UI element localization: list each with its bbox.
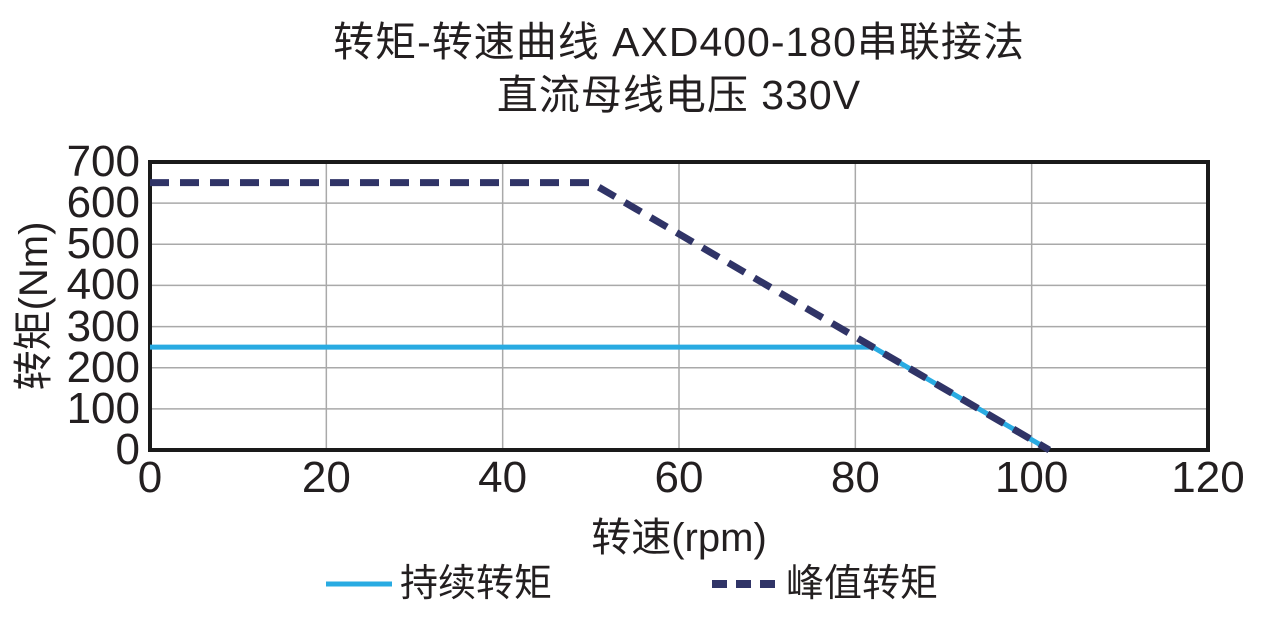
chart-title-block: 转矩-转速曲线 AXD400-180串联接法 直流母线电压 330V — [150, 16, 1208, 122]
series-line-peak-torque — [150, 179, 1052, 454]
y-tick-label-200: 200 — [66, 342, 140, 392]
y-tick-label-300: 300 — [66, 301, 140, 351]
x-tick-label-20: 20 — [301, 453, 351, 502]
y-tick-label-400: 400 — [66, 260, 140, 310]
legend-item-peak-torque: 峰值转矩 — [712, 560, 938, 608]
legend-line-sample-peak-torque — [712, 580, 778, 588]
y-tick-label-0: 0 — [115, 425, 140, 474]
x-tick-label-100: 100 — [994, 453, 1069, 502]
x-tick-label-120: 120 — [1171, 453, 1245, 502]
legend: 持续转矩 峰值转矩 — [0, 560, 1264, 608]
y-tick-label-500: 500 — [66, 219, 140, 269]
x-tick-label-0: 0 — [137, 453, 163, 502]
legend-label-continuous-torque: 持续转矩 — [399, 563, 552, 605]
x-tick-label-80: 80 — [830, 453, 880, 502]
legend-label-peak-torque: 峰值转矩 — [786, 563, 939, 605]
x-tick-label-60: 60 — [654, 453, 704, 502]
y-tick-label-700: 700 — [66, 137, 140, 186]
y-tick-label-100: 100 — [66, 383, 140, 433]
axes-border — [148, 160, 1210, 452]
y-tick-label-600: 600 — [66, 178, 140, 228]
x-tick-label-40: 40 — [478, 453, 528, 502]
legend-line-sample-continuous-torque — [325, 581, 392, 587]
x-axis-label: 转速(rpm) — [591, 516, 767, 560]
chart-subtitle: 直流母线电压 330V — [496, 72, 862, 118]
chart-title: 转矩-转速曲线 AXD400-180串联接法 — [333, 19, 1025, 65]
legend-item-continuous-torque: 持续转矩 — [325, 560, 552, 608]
